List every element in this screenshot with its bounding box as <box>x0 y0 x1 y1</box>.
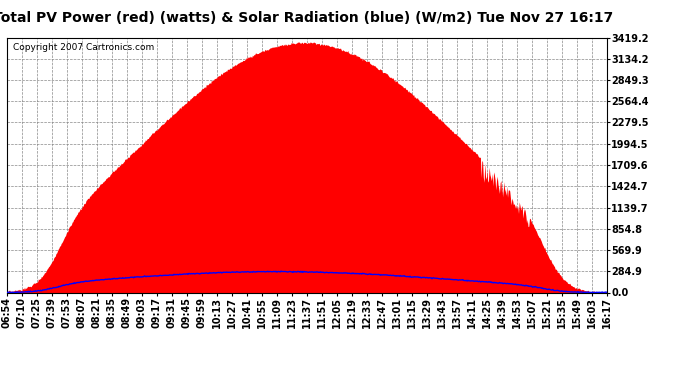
Text: Copyright 2007 Cartronics.com: Copyright 2007 Cartronics.com <box>13 43 154 52</box>
Text: Total PV Power (red) (watts) & Solar Radiation (blue) (W/m2) Tue Nov 27 16:17: Total PV Power (red) (watts) & Solar Rad… <box>0 11 613 25</box>
